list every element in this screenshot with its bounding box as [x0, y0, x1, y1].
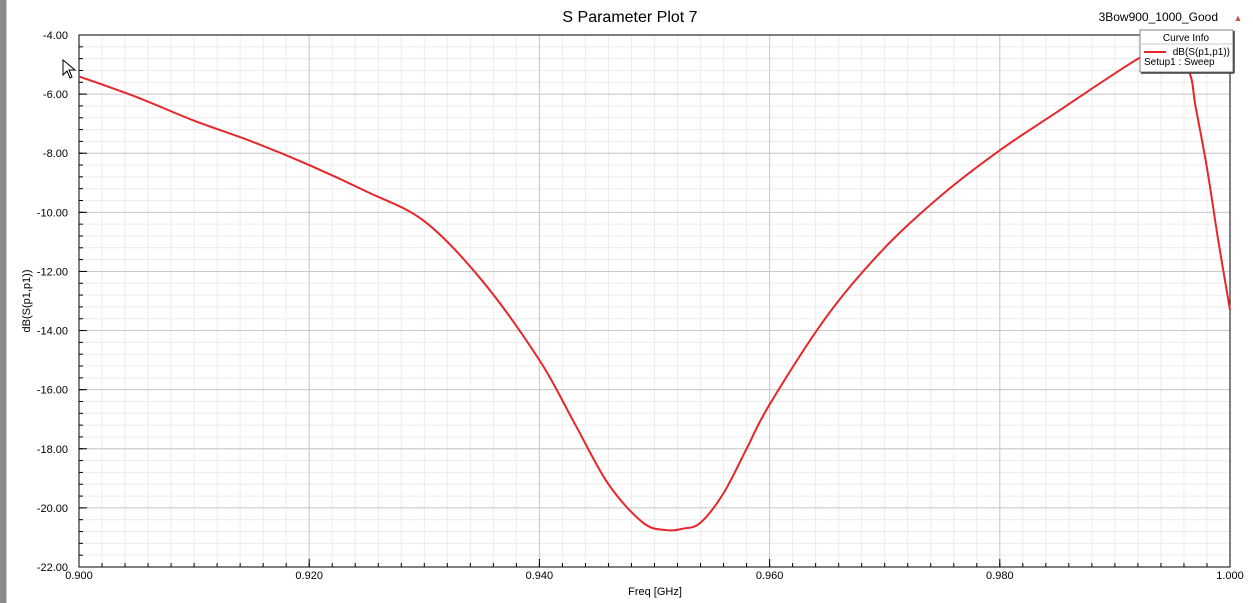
y-tick-label: -20.00 — [37, 503, 68, 515]
window-left-border-inner — [6, 0, 7, 603]
x-axis: 0.900 0.920 0.940 0.960 0.980 1.000 — [65, 559, 1244, 582]
y-tick-label: -10.00 — [37, 207, 68, 219]
x-tick-label: 0.980 — [986, 570, 1014, 582]
y-tick-label: -8.00 — [43, 148, 68, 160]
mouse-cursor-icon — [62, 58, 77, 79]
x-tick-label: 0.960 — [756, 570, 784, 582]
y-tick-label: -6.00 — [43, 89, 68, 101]
minor-grid — [78, 34, 1231, 568]
x-tick-label: 0.920 — [295, 570, 323, 582]
x-tick-label: 0.940 — [526, 570, 554, 582]
y-tick-label: -22.00 — [37, 562, 68, 574]
y-tick-label: -18.00 — [37, 444, 68, 456]
x-axis-label: Freq [GHz] — [628, 586, 682, 598]
y-axis-label: dB(S(p1,p1)) — [21, 270, 33, 333]
y-tick-label: -14.00 — [37, 326, 68, 338]
y-axis: -4.00 -6.00 -8.00 -10.00 -12.00 -14.00 -16.00 -… — [37, 30, 87, 574]
chart-title: S Parameter Plot 7 — [562, 9, 697, 26]
window-left-border — [0, 0, 6, 603]
legend[interactable]: Curve Info dB(S(p1,p1)) Setup1 : Sweep — [1139, 29, 1235, 74]
y-tick-label: -16.00 — [37, 385, 68, 397]
y-tick-label: -12.00 — [37, 266, 68, 278]
legend-entry-sub: Setup1 : Sweep — [1144, 57, 1215, 68]
x-tick-label: 1.000 — [1216, 570, 1244, 582]
collapse-icon[interactable]: ▲ — [1234, 13, 1243, 23]
x-tick-label: 0.900 — [65, 570, 93, 582]
legend-title: Curve Info — [1163, 33, 1210, 44]
y-tick-label: -4.00 — [43, 30, 68, 42]
project-label: 3Bow900_1000_Good — [1099, 10, 1218, 24]
legend-entry-name: dB(S(p1,p1)) — [1173, 47, 1230, 58]
